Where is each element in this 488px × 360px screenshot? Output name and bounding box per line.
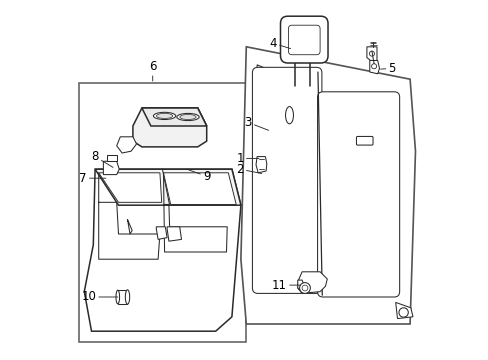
Polygon shape: [95, 169, 241, 205]
Ellipse shape: [156, 113, 172, 118]
Circle shape: [368, 51, 374, 56]
Polygon shape: [99, 173, 162, 202]
Polygon shape: [257, 65, 318, 292]
Text: 11: 11: [271, 279, 300, 292]
Polygon shape: [297, 280, 305, 292]
Polygon shape: [395, 302, 412, 319]
Polygon shape: [256, 157, 266, 173]
Ellipse shape: [116, 290, 120, 304]
Polygon shape: [107, 155, 117, 161]
Text: 10: 10: [81, 291, 118, 303]
Text: 4: 4: [269, 37, 290, 50]
Polygon shape: [167, 227, 181, 241]
Circle shape: [302, 285, 307, 291]
Text: 2: 2: [236, 163, 261, 176]
Text: 3: 3: [244, 116, 268, 130]
Polygon shape: [84, 169, 241, 331]
Polygon shape: [297, 272, 326, 293]
Polygon shape: [142, 108, 206, 126]
Ellipse shape: [177, 113, 199, 121]
Polygon shape: [118, 290, 127, 304]
Text: 5: 5: [380, 62, 395, 75]
Polygon shape: [142, 108, 206, 126]
Text: 1: 1: [236, 152, 258, 165]
Polygon shape: [163, 173, 236, 204]
Polygon shape: [133, 108, 206, 147]
Text: 6: 6: [149, 60, 156, 81]
Ellipse shape: [180, 114, 196, 120]
Circle shape: [299, 283, 310, 293]
Bar: [79, 83, 246, 342]
FancyBboxPatch shape: [252, 67, 321, 293]
Polygon shape: [117, 137, 136, 153]
Ellipse shape: [125, 290, 129, 304]
Circle shape: [398, 308, 407, 317]
Ellipse shape: [153, 112, 175, 120]
Polygon shape: [241, 47, 415, 324]
Text: 8: 8: [91, 150, 113, 167]
FancyBboxPatch shape: [356, 136, 372, 145]
Polygon shape: [103, 161, 119, 175]
FancyBboxPatch shape: [280, 16, 327, 63]
Polygon shape: [156, 227, 167, 239]
Polygon shape: [366, 47, 376, 62]
Circle shape: [371, 64, 376, 69]
Text: 9: 9: [186, 169, 210, 183]
Ellipse shape: [285, 107, 293, 124]
FancyBboxPatch shape: [288, 25, 320, 55]
FancyBboxPatch shape: [317, 92, 399, 297]
Polygon shape: [369, 60, 379, 74]
Text: 7: 7: [79, 172, 106, 185]
